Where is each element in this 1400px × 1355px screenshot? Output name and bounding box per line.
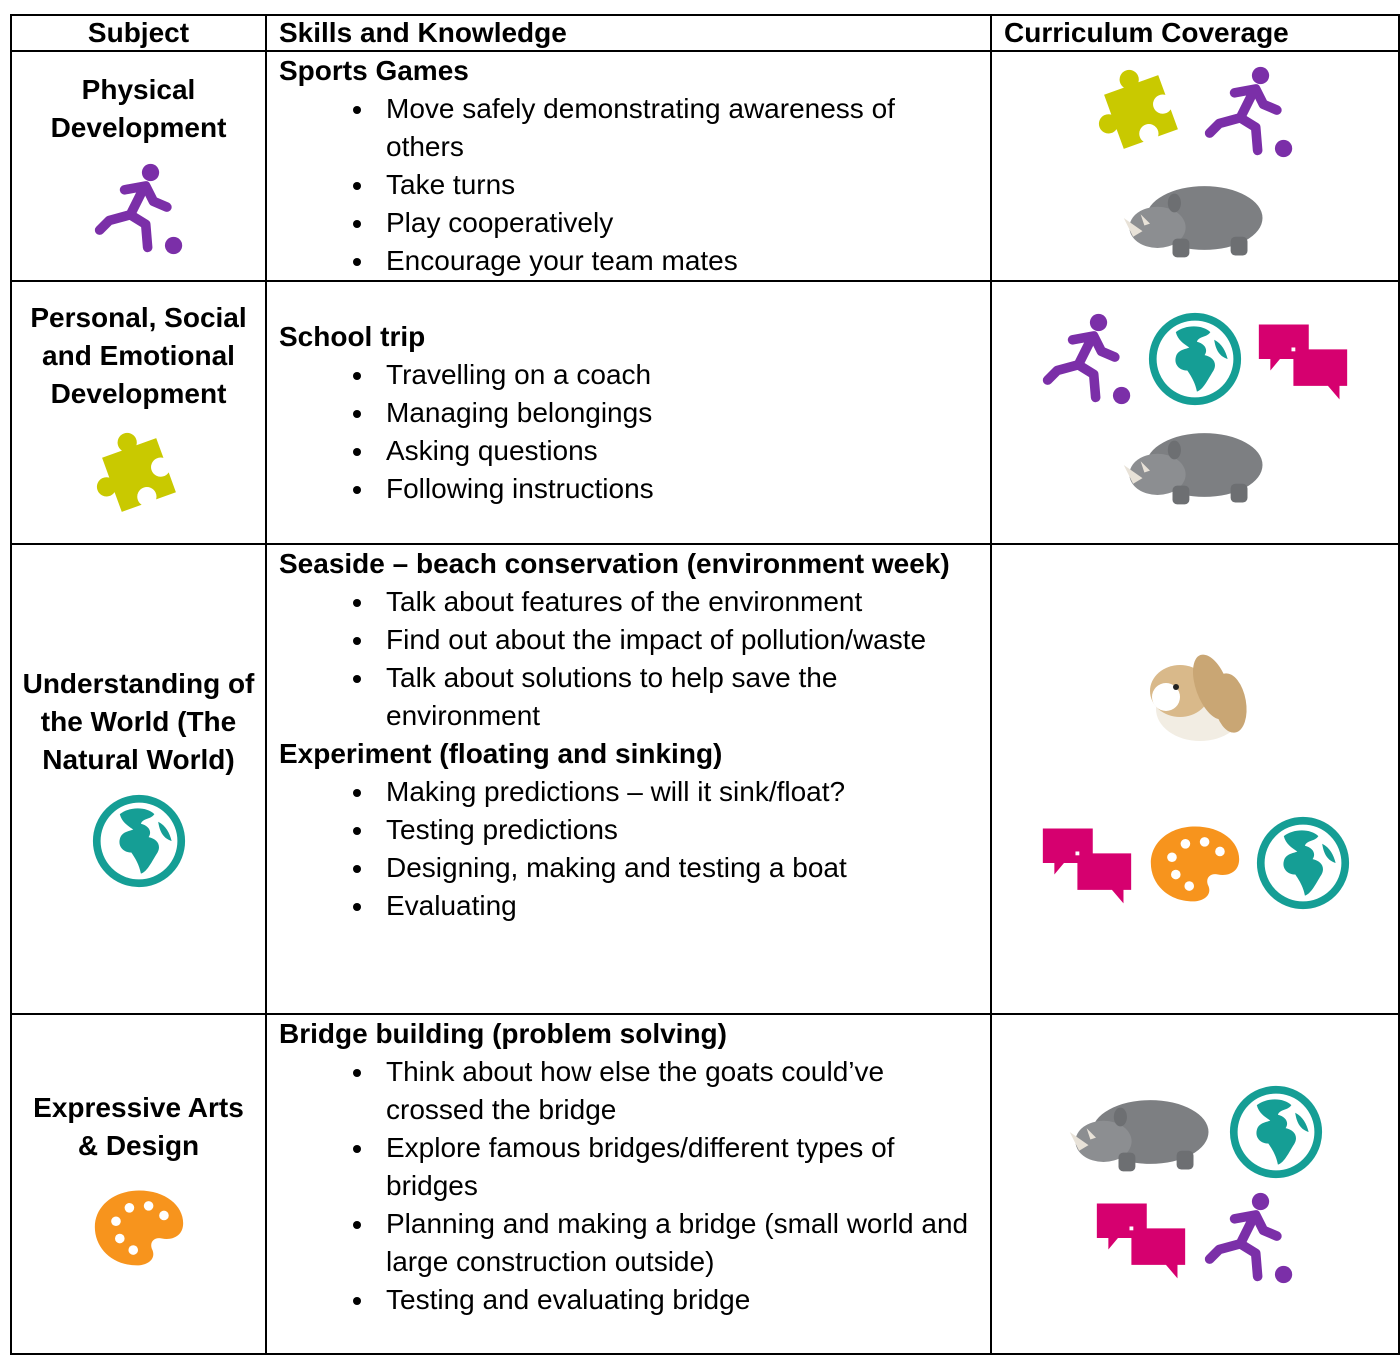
bullet-item: Testing and evaluating bridge — [376, 1281, 978, 1319]
icon-row — [992, 811, 1398, 915]
bullet-item: Designing, making and testing a boat — [376, 849, 978, 887]
bullet-item: Talk about solutions to help save the en… — [376, 659, 978, 735]
coverage-cell — [990, 280, 1400, 545]
bullet-item: Evaluating — [376, 887, 978, 925]
chat-icon — [1255, 311, 1351, 407]
subject-cell: Understanding of the World (The Natural … — [10, 543, 267, 1015]
table-row: Understanding of the World (The Natural … — [10, 543, 1400, 1015]
skills-cell: Bridge building (problem solving) Think a… — [265, 1013, 992, 1355]
skills-cell: School trip Travelling on a coachManaging… — [265, 280, 992, 545]
bullet-item: Talk about features of the environment — [376, 583, 978, 621]
header-cell: Skills and Knowledge — [265, 14, 992, 52]
section-heading: Seaside – beach conservation (environmen… — [279, 548, 950, 579]
icon-row — [992, 1078, 1398, 1186]
bullet-item: Explore famous bridges/different types o… — [376, 1129, 978, 1205]
globe-icon — [1228, 1084, 1324, 1180]
subject-cell: Physical Development — [10, 50, 267, 282]
section-heading: Sports Games — [279, 55, 469, 86]
bullet-item: Move safely demonstrating awareness of o… — [376, 90, 978, 166]
curriculum-table: Subject Skills and Knowledge Curriculum … — [10, 14, 1400, 1355]
runner-icon — [91, 161, 187, 257]
bullet-list: Move safely demonstrating awareness of o… — [279, 90, 978, 280]
bullet-list: Travelling on a coachManaging belongings… — [279, 356, 978, 508]
skills-cell: Seaside – beach conservation (environmen… — [265, 543, 992, 1015]
subject-name: Physical Development — [50, 74, 227, 143]
runner-icon — [1201, 1190, 1297, 1286]
bullet-item: Making predictions – will it sink/float? — [376, 773, 978, 811]
icon-row — [992, 1186, 1398, 1290]
bullet-item: Planning and making a bridge (small worl… — [376, 1205, 978, 1281]
icon-row — [992, 164, 1398, 272]
chat-icon — [1093, 1190, 1189, 1286]
subject-name: Expressive Arts & Design — [33, 1092, 244, 1161]
bullet-list: Think about how else the goats could’ve … — [279, 1053, 978, 1319]
section-heading: School trip — [279, 320, 426, 352]
bullet-item: Travelling on a coach — [376, 356, 978, 394]
subject-icon-wrap — [20, 789, 257, 893]
bullet-item: Play cooperatively — [376, 204, 978, 242]
rhino-icon — [1120, 168, 1270, 268]
header-row: Subject Skills and Knowledge Curriculum … — [10, 14, 1400, 52]
rabbit-icon — [1120, 647, 1270, 747]
coverage-cell — [990, 543, 1400, 1015]
bullet-list: Talk about features of the environmentFi… — [279, 583, 978, 735]
bullet-item: Asking questions — [376, 432, 978, 470]
icon-row — [992, 751, 1398, 811]
bullet-item: Find out about the impact of pollution/w… — [376, 621, 978, 659]
subject-name: Understanding of the World (The Natural … — [22, 668, 255, 775]
section-heading: Bridge building (problem solving) — [279, 1018, 727, 1049]
bullet-item: Following instructions — [376, 470, 978, 508]
chat-icon — [1039, 815, 1135, 911]
globe-icon — [1255, 815, 1351, 911]
coverage-cell — [990, 1013, 1400, 1355]
header-cell: Subject — [10, 14, 267, 52]
globe-icon — [91, 793, 187, 889]
subject-name: Personal, Social and Emotional Developme… — [30, 301, 247, 409]
bullet-item: Think about how else the goats could’ve … — [376, 1053, 978, 1129]
header-cell: Curriculum Coverage — [990, 14, 1400, 52]
icon-row — [992, 307, 1398, 411]
icon-row — [992, 60, 1398, 164]
rhino-icon — [1120, 415, 1270, 515]
table-row: Expressive Arts & Design Bridge building … — [10, 1013, 1400, 1355]
runner-icon — [1201, 64, 1297, 160]
puzzle-icon — [1093, 64, 1189, 160]
table-row: Personal, Social and Emotional Developme… — [10, 280, 1400, 545]
subject-icon-wrap — [20, 157, 257, 261]
subject-cell: Personal, Social and Emotional Developme… — [10, 280, 267, 545]
bullet-item: Encourage your team mates — [376, 242, 978, 280]
bullet-list: Making predictions – will it sink/float?… — [279, 773, 978, 925]
subject-icon-wrap — [20, 1175, 257, 1279]
bullet-item: Managing belongings — [376, 394, 978, 432]
puzzle-icon — [91, 427, 187, 523]
rhino-icon — [1066, 1082, 1216, 1182]
bullet-item: Take turns — [376, 166, 978, 204]
section-heading: Experiment (floating and sinking) — [279, 738, 723, 769]
runner-icon — [1039, 311, 1135, 407]
skills-cell: Sports Games Move safely demonstrating aw… — [265, 50, 992, 282]
icon-row — [992, 411, 1398, 519]
table-row: Physical Development Sports Games Move saf… — [10, 50, 1400, 282]
palette-icon — [91, 1179, 187, 1275]
bullet-item: Testing predictions — [376, 811, 978, 849]
subject-icon-wrap — [20, 423, 257, 527]
subject-cell: Expressive Arts & Design — [10, 1013, 267, 1355]
globe-icon — [1147, 311, 1243, 407]
icon-row — [992, 643, 1398, 751]
palette-icon — [1147, 815, 1243, 911]
coverage-cell — [990, 50, 1400, 282]
